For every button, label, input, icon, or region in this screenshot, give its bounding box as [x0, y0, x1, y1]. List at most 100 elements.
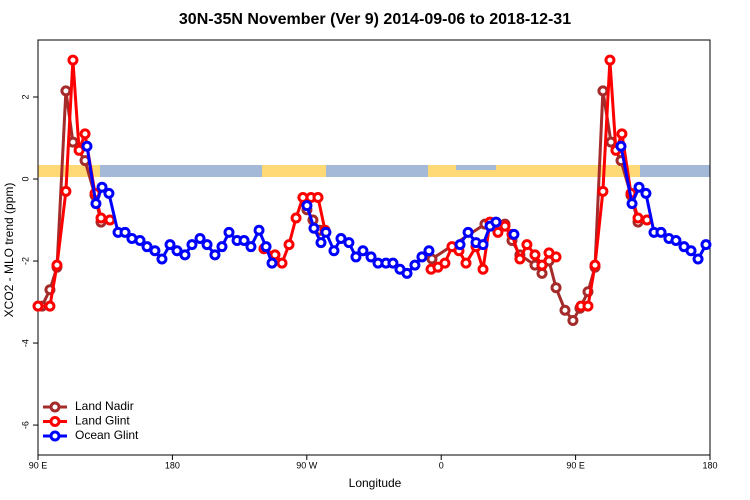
legend-marker [49, 401, 61, 413]
data-point [223, 226, 235, 238]
data-point [615, 140, 627, 152]
series-line [40, 89, 640, 322]
data-point [266, 257, 278, 269]
data-point [454, 239, 466, 251]
data-point [685, 245, 697, 257]
data-point [276, 257, 288, 269]
data-point [141, 241, 153, 253]
data-point [90, 198, 102, 210]
legend-marker [49, 430, 61, 442]
data-point [409, 259, 421, 271]
x-tick-label: 90 E [566, 460, 585, 470]
x-tick-label: 0 [439, 460, 444, 470]
data-point [490, 216, 502, 228]
data-point [550, 282, 562, 294]
legend-label: Land Nadir [75, 399, 134, 413]
data-point [171, 245, 183, 257]
data-point [179, 249, 191, 261]
data-point [401, 267, 413, 279]
data-point [514, 253, 526, 265]
x-tick-label: 180 [702, 460, 717, 470]
data-point [365, 251, 377, 263]
data-point [320, 226, 332, 238]
data-point [164, 239, 176, 251]
data-point [51, 259, 63, 271]
data-point [423, 245, 435, 257]
data-point [626, 198, 638, 210]
x-tick-label: 90 W [296, 460, 318, 470]
data-point [301, 200, 313, 212]
y-tick-label: -4 [20, 339, 30, 347]
data-point [597, 185, 609, 197]
data-point [589, 259, 601, 271]
y-tick-label: 2 [20, 94, 30, 99]
data-point [550, 251, 562, 263]
data-point [597, 85, 609, 97]
y-tick-label: 0 [20, 177, 30, 182]
data-point [460, 257, 472, 269]
data-point [73, 144, 85, 156]
data-point [60, 85, 72, 97]
data-point [521, 239, 533, 251]
data-point [335, 232, 347, 244]
data-point [44, 300, 56, 312]
y-tick-label: -2 [20, 257, 30, 265]
data-point [328, 245, 340, 257]
data-point [119, 226, 131, 238]
data-point [134, 235, 146, 247]
data-point [350, 251, 362, 263]
data-point [536, 259, 548, 271]
data-point [260, 241, 272, 253]
data-point [186, 239, 198, 251]
x-axis-title: Longitude [349, 476, 402, 490]
data-point [290, 212, 302, 224]
data-point [670, 235, 682, 247]
x-tick-label: 90 E [29, 460, 48, 470]
data-point [604, 54, 616, 66]
data-point [700, 239, 712, 251]
data-point [492, 226, 504, 238]
data-point [79, 128, 91, 140]
data-point [201, 239, 213, 251]
y-tick-label: -6 [20, 421, 30, 429]
data-point [692, 253, 704, 265]
data-point [633, 181, 645, 193]
data-point [508, 228, 520, 240]
data-point [582, 300, 594, 312]
data-point [387, 257, 399, 269]
data-point [60, 185, 72, 197]
data-point [283, 239, 295, 251]
legend-label: Land Glint [75, 414, 130, 428]
series-line [38, 58, 648, 308]
data-point [462, 226, 474, 238]
data-point [616, 128, 628, 140]
data-point [655, 226, 667, 238]
data-point [567, 314, 579, 326]
data-point [559, 304, 571, 316]
data-point [632, 212, 644, 224]
data-point [499, 220, 511, 232]
data-point [81, 140, 93, 152]
data-point [439, 257, 451, 269]
data-point [477, 263, 489, 275]
data-point [103, 187, 115, 199]
data-point [477, 239, 489, 251]
data-point [67, 54, 79, 66]
land-ocean-band [38, 165, 710, 177]
data-point [209, 249, 221, 261]
data-point [312, 191, 324, 203]
data-point [640, 187, 652, 199]
data-point [32, 300, 44, 312]
data-point [96, 181, 108, 193]
data-point [253, 224, 265, 236]
data-point [357, 245, 369, 257]
data-point [315, 237, 327, 249]
data-point [156, 253, 168, 265]
data-point [194, 232, 206, 244]
data-point [529, 249, 541, 261]
chart-title: 30N-35N November (Ver 9) 2014-09-06 to 2… [179, 11, 571, 28]
y-axis-title: XCO2 - MLO trend (ppm) [2, 183, 16, 318]
data-point [238, 235, 250, 247]
data-point [416, 251, 428, 263]
